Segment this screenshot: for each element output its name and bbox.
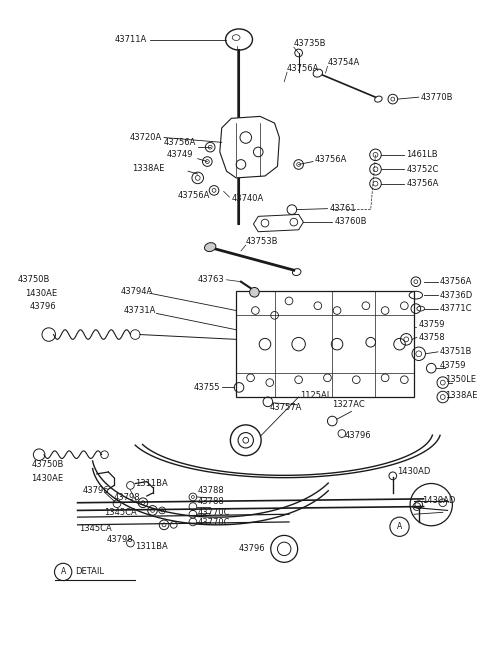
Text: 1430AD: 1430AD bbox=[421, 496, 455, 505]
Text: 1311BA: 1311BA bbox=[135, 479, 168, 488]
Text: 1311BA: 1311BA bbox=[135, 542, 168, 551]
Text: 43794A: 43794A bbox=[121, 287, 153, 296]
Ellipse shape bbox=[204, 243, 216, 252]
Text: 43759: 43759 bbox=[440, 361, 467, 370]
Text: A: A bbox=[60, 567, 66, 576]
Text: 43756A: 43756A bbox=[315, 155, 348, 164]
Text: 43731A: 43731A bbox=[124, 306, 156, 315]
Text: 1338AE: 1338AE bbox=[444, 391, 477, 400]
Text: 43756A: 43756A bbox=[406, 179, 439, 188]
Text: 43735B: 43735B bbox=[294, 39, 326, 48]
Text: DETAIL: DETAIL bbox=[75, 567, 104, 576]
Text: 1327AC: 1327AC bbox=[332, 400, 365, 409]
Text: 43754A: 43754A bbox=[327, 58, 360, 67]
Text: 43770B: 43770B bbox=[420, 93, 453, 102]
Text: 1461LB: 1461LB bbox=[406, 150, 438, 159]
Text: 43760B: 43760B bbox=[334, 217, 367, 226]
Text: 1430AD: 1430AD bbox=[396, 468, 430, 476]
Text: 43720A: 43720A bbox=[130, 133, 162, 142]
Text: 43736D: 43736D bbox=[440, 291, 473, 300]
Text: 43761: 43761 bbox=[329, 204, 356, 213]
Text: 43757A: 43757A bbox=[270, 403, 302, 412]
Text: 43756A: 43756A bbox=[440, 277, 472, 286]
Text: 43750B: 43750B bbox=[32, 460, 64, 469]
Text: 43759: 43759 bbox=[419, 320, 445, 329]
Text: 43796: 43796 bbox=[345, 431, 372, 440]
Text: 43788: 43788 bbox=[198, 486, 225, 495]
Text: 43771C: 43771C bbox=[440, 304, 472, 313]
Text: 43740A: 43740A bbox=[231, 193, 264, 203]
Text: 43770C: 43770C bbox=[198, 518, 230, 527]
Text: 43788: 43788 bbox=[198, 498, 225, 506]
Text: 43796: 43796 bbox=[30, 302, 56, 311]
Text: 43756A: 43756A bbox=[178, 191, 210, 200]
Text: 43796: 43796 bbox=[83, 486, 109, 495]
Text: 43756A: 43756A bbox=[163, 138, 196, 147]
Text: 1350LE: 1350LE bbox=[444, 375, 476, 384]
Text: 43796: 43796 bbox=[239, 544, 265, 553]
Circle shape bbox=[250, 287, 259, 297]
Text: 43749: 43749 bbox=[167, 150, 193, 159]
Text: 43750B: 43750B bbox=[18, 275, 50, 284]
Text: 1430AE: 1430AE bbox=[32, 474, 63, 483]
Text: 43755: 43755 bbox=[193, 383, 220, 392]
Text: 1345CA: 1345CA bbox=[105, 508, 137, 517]
Text: 43798: 43798 bbox=[114, 494, 141, 503]
Text: 43711A: 43711A bbox=[115, 35, 147, 44]
Text: 43798: 43798 bbox=[107, 535, 133, 543]
Polygon shape bbox=[220, 116, 279, 178]
Text: A: A bbox=[397, 522, 402, 531]
Text: 1430AE: 1430AE bbox=[25, 289, 57, 298]
Text: 43753B: 43753B bbox=[246, 237, 278, 246]
Text: 43763: 43763 bbox=[198, 275, 225, 284]
Text: 1338AE: 1338AE bbox=[132, 164, 164, 173]
Text: 43770C: 43770C bbox=[198, 508, 230, 517]
FancyBboxPatch shape bbox=[236, 291, 414, 397]
Text: 43752C: 43752C bbox=[406, 165, 439, 174]
Text: 1345CA: 1345CA bbox=[80, 524, 112, 533]
Text: 43756A: 43756A bbox=[287, 64, 320, 73]
Text: 1125AL: 1125AL bbox=[300, 391, 332, 400]
Polygon shape bbox=[253, 214, 303, 232]
Text: 43758: 43758 bbox=[419, 333, 445, 342]
Text: 43751B: 43751B bbox=[440, 347, 472, 356]
